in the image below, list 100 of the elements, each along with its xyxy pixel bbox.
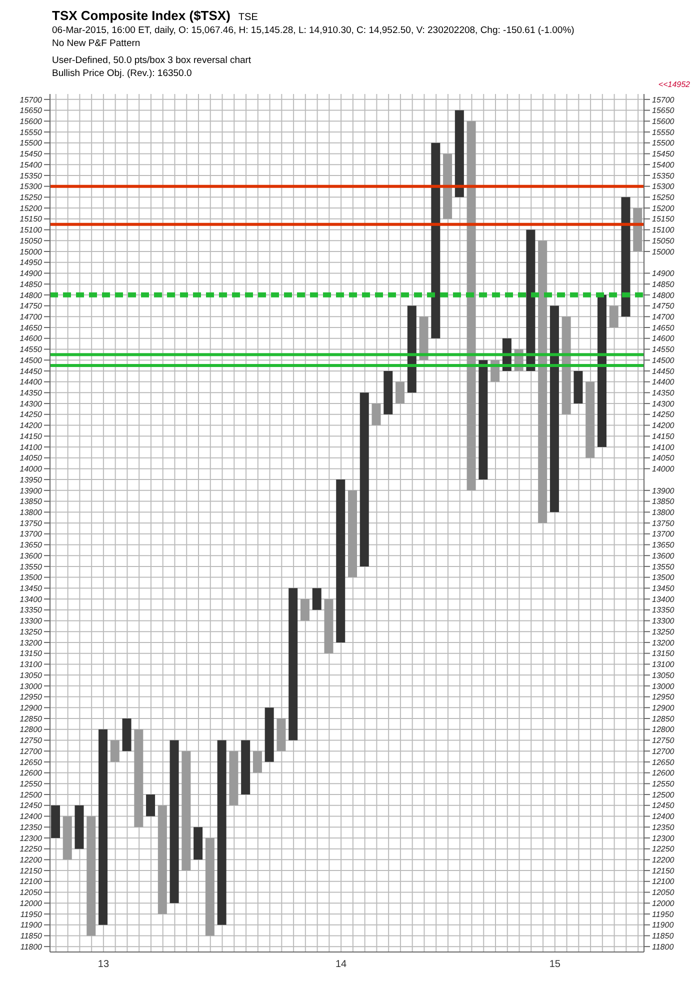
text: User-Defined, 50.0 pts/box 3 box reversal chart xyxy=(52,55,252,66)
y-tick-label: 13700 xyxy=(20,530,43,539)
y2-tick-label: 12200 xyxy=(652,856,675,865)
y-tick-label: 13000 xyxy=(20,682,43,691)
y-tick-label: 14800 xyxy=(20,290,43,300)
y2-tick-label: 11950 xyxy=(652,910,674,919)
bar xyxy=(466,121,476,490)
y2-tick-label: 14350 xyxy=(652,388,675,398)
text: No New P&F Pattern xyxy=(52,38,142,49)
y2-tick-label: 13100 xyxy=(652,660,675,670)
y-tick-label: 15150 xyxy=(20,214,43,224)
y-tick-label: 11850 xyxy=(20,932,43,941)
y2-tick-label: 12950 xyxy=(652,692,675,702)
bar xyxy=(538,240,548,523)
y-tick-label: 15200 xyxy=(20,204,43,213)
bar xyxy=(384,370,393,414)
bar xyxy=(217,740,226,925)
y-tick-label: 15650 xyxy=(20,106,43,116)
y2-tick-label: 14600 xyxy=(652,334,675,344)
bar xyxy=(478,360,488,480)
y-tick-label: 12250 xyxy=(20,844,43,854)
y-tick-label: 15600 xyxy=(20,116,43,126)
y-tick-label: 13950 xyxy=(20,475,43,484)
x-tick-label: 15 xyxy=(549,959,561,970)
y-tick-label: 13400 xyxy=(20,594,43,604)
y-tick-label: 13300 xyxy=(20,616,43,626)
y-tick-label: 13750 xyxy=(20,518,43,528)
y-tick-label: 13450 xyxy=(20,584,43,594)
bar xyxy=(562,316,571,414)
y-tick-label: 13200 xyxy=(20,638,43,648)
y2-tick-label: 13550 xyxy=(652,562,675,572)
y2-tick-label: 13050 xyxy=(652,670,675,680)
y2-tick-label: 15100 xyxy=(652,226,675,235)
y2-tick-label: 12650 xyxy=(652,758,675,767)
y-tick-label: 12000 xyxy=(20,898,43,908)
bar xyxy=(86,816,96,936)
y2-tick-label: 13700 xyxy=(652,530,675,539)
y2-tick-label: 14800 xyxy=(652,290,675,300)
y2-tick-label: 13250 xyxy=(652,627,675,636)
bar xyxy=(621,197,630,317)
y2-tick-label: 14150 xyxy=(652,432,675,441)
y-tick-label: 13350 xyxy=(20,606,43,615)
y-tick-label: 12500 xyxy=(20,790,43,800)
bar xyxy=(241,740,250,795)
y2-tick-label: 14250 xyxy=(652,410,675,420)
y-tick-label: 12800 xyxy=(20,725,43,734)
y-tick-label: 15050 xyxy=(20,236,43,246)
y2-tick-label: 15450 xyxy=(652,150,675,159)
y2-tick-label: 15550 xyxy=(652,128,675,137)
y2-tick-label: 13600 xyxy=(652,551,675,560)
y2-tick-label: 14900 xyxy=(652,269,675,278)
y-tick-label: 14100 xyxy=(20,442,43,452)
y-tick-label: 12700 xyxy=(20,746,43,756)
bar xyxy=(134,729,144,828)
y-tick-label: 15500 xyxy=(20,138,43,148)
y-tick-label: 14150 xyxy=(20,432,43,441)
y2-tick-label: 13650 xyxy=(652,540,675,550)
bar xyxy=(264,708,274,762)
y-tick-label: 13250 xyxy=(20,627,43,636)
y2-tick-label: 13000 xyxy=(652,682,675,691)
y2-tick-label: 12600 xyxy=(652,768,675,778)
bar xyxy=(98,729,108,925)
y-tick-label: 15450 xyxy=(20,150,43,159)
y-tick-label: 13850 xyxy=(20,497,43,506)
bar xyxy=(336,480,346,642)
y-tick-label: 12600 xyxy=(20,768,43,778)
bar xyxy=(252,751,262,773)
y-tick-label: 12400 xyxy=(20,812,43,822)
y-tick-label: 15700 xyxy=(20,95,43,104)
y2-tick-label: 14000 xyxy=(652,464,675,474)
y2-tick-label: 14300 xyxy=(652,399,675,408)
bar xyxy=(396,382,405,404)
y-tick-label: 12850 xyxy=(20,714,43,724)
y-tick-label: 14550 xyxy=(20,345,43,354)
y2-tick-label: 15050 xyxy=(652,236,675,246)
y2-tick-label: 12050 xyxy=(652,888,675,898)
y-tick-label: 11950 xyxy=(20,910,43,919)
y2-tick-label: 15400 xyxy=(652,160,675,170)
bar xyxy=(348,490,357,578)
bar xyxy=(62,816,72,860)
text: Bullish Price Obj. (Rev.): 16350.0 xyxy=(52,68,193,79)
y-tick-label: 13800 xyxy=(20,508,43,517)
y2-tick-label: 15150 xyxy=(652,214,675,224)
bar xyxy=(407,306,416,393)
y-tick-label: 14000 xyxy=(20,464,43,474)
y2-tick-label: 15300 xyxy=(652,182,675,192)
y-tick-label: 14500 xyxy=(20,356,43,365)
y-tick-label: 13600 xyxy=(20,551,43,560)
y2-tick-label: 13450 xyxy=(652,584,675,594)
y2-tick-label: 12450 xyxy=(652,801,675,810)
y-tick-label: 13100 xyxy=(20,660,43,670)
y-tick-label: 12350 xyxy=(20,822,43,832)
y2-tick-label: 14700 xyxy=(652,312,675,322)
x-tick-label: 14 xyxy=(335,959,348,970)
bar xyxy=(288,588,298,740)
y2-tick-label: 11800 xyxy=(652,942,674,952)
text: 06-Mar-2015, 16:00 ET, daily, O: 15,067.46, H: 15,145.28, L: 14,910.30, C: 14,952.50, V: 230202208, Chg: -150.61 (-1.00%) xyxy=(52,25,576,36)
bar xyxy=(110,740,120,762)
y-tick-label: 14350 xyxy=(20,388,43,398)
y-tick-label: 13550 xyxy=(20,562,43,572)
